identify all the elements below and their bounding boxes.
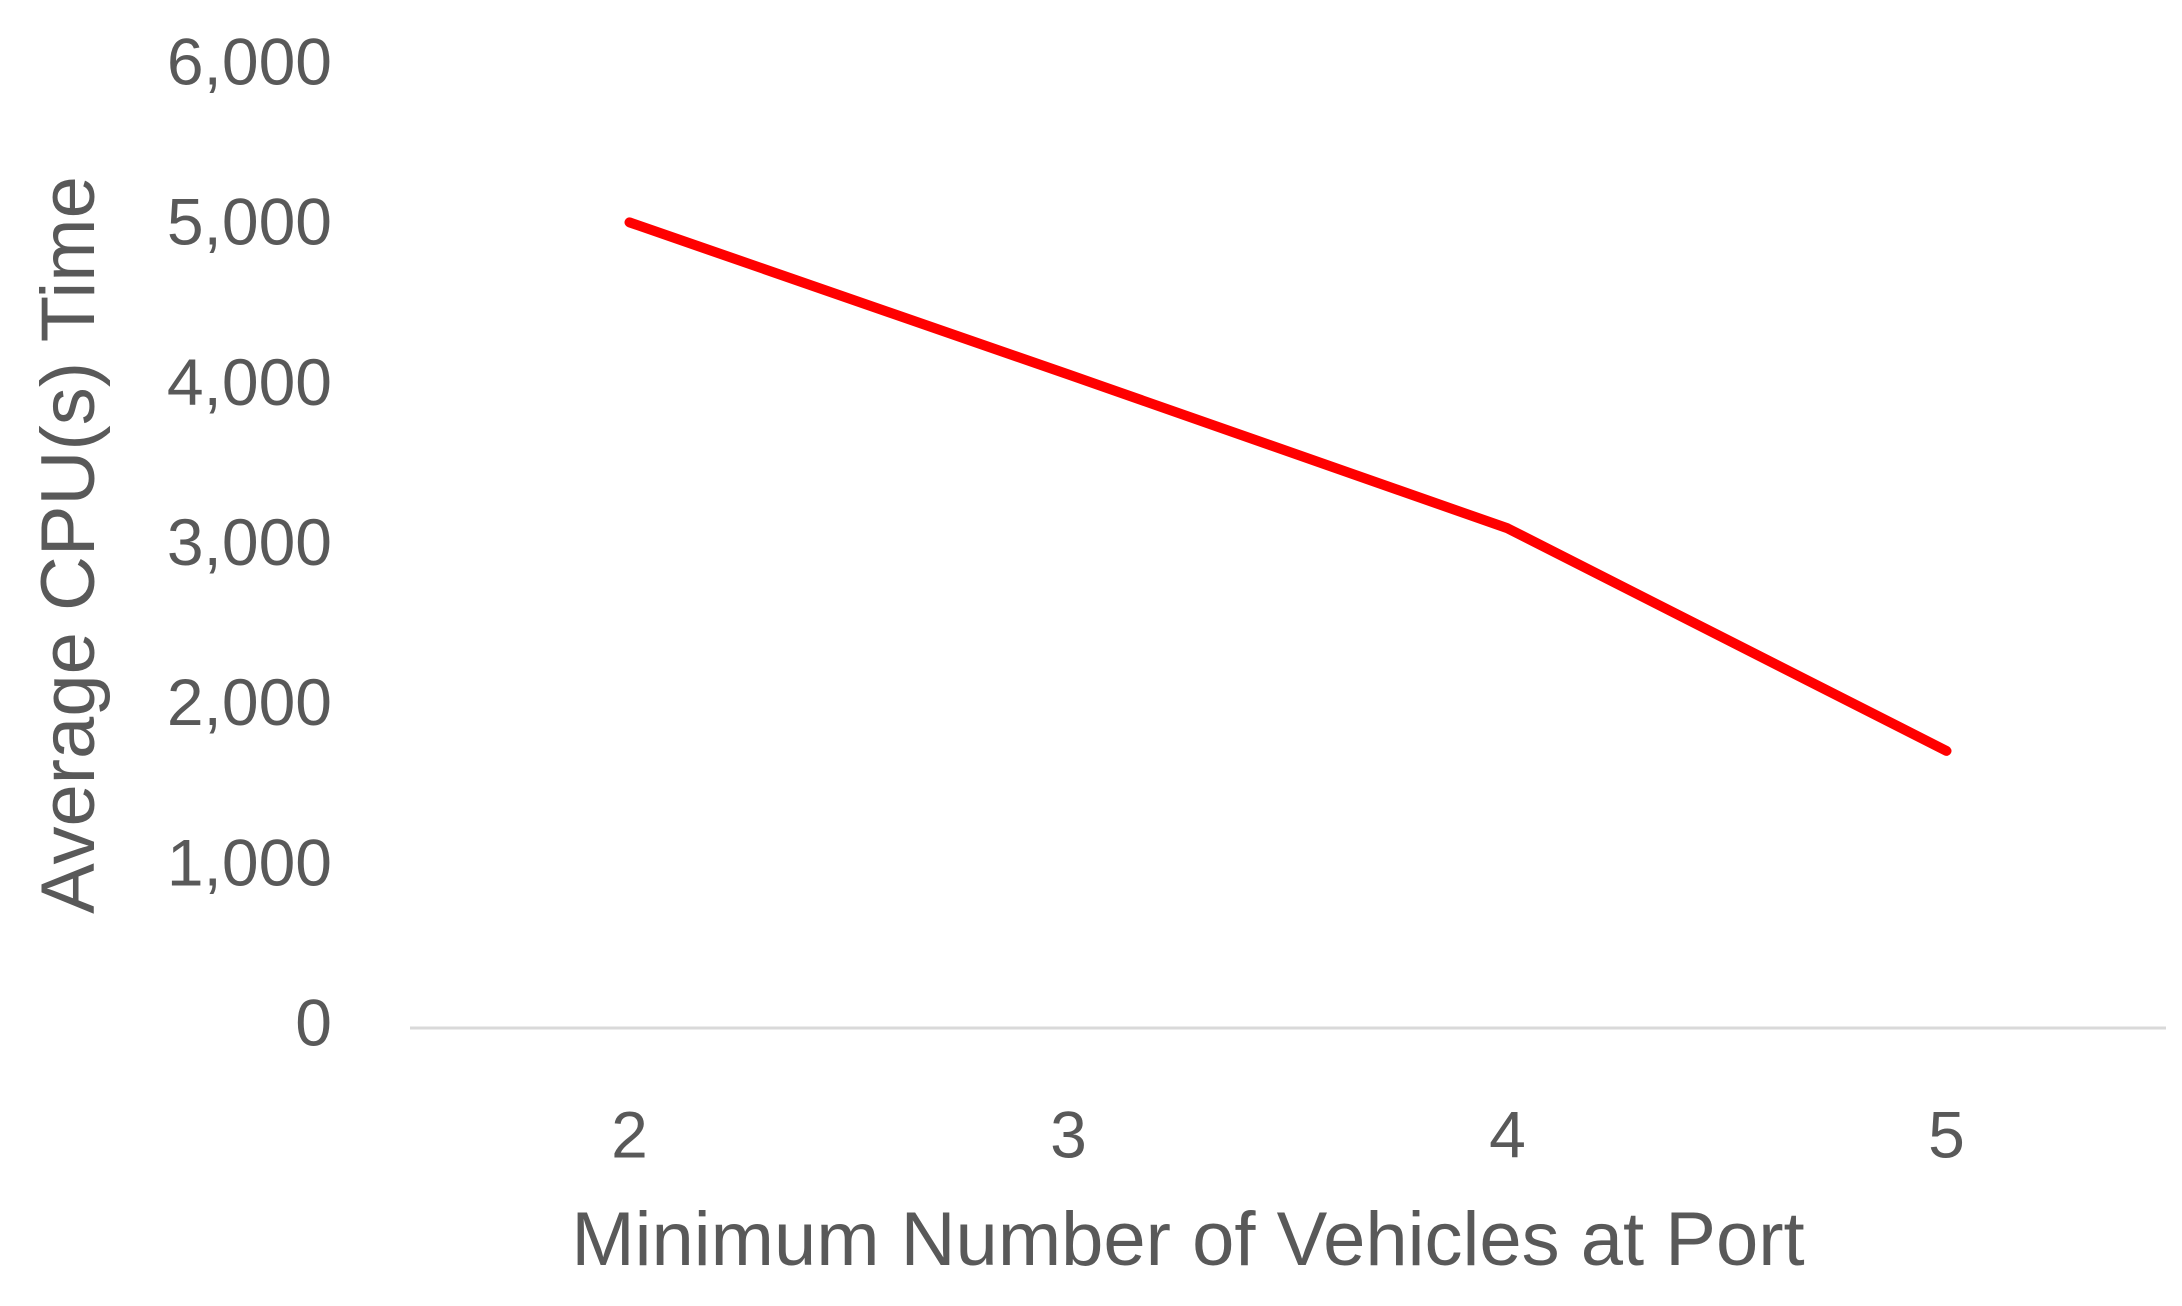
y-tick-label: 6,000 [167, 24, 332, 98]
y-tick-label: 2,000 [167, 665, 332, 739]
y-tick-label: 4,000 [167, 345, 332, 419]
y-tick-label: 1,000 [167, 825, 332, 899]
x-tick-label: 3 [1050, 1097, 1087, 1171]
data-line [624, 217, 1952, 756]
x-axis-title: Minimum Number of Vehicles at Port [571, 1197, 1804, 1282]
y-tick-label: 0 [295, 985, 332, 1059]
y-tick-label: 3,000 [167, 505, 332, 579]
y-tick-label: 5,000 [167, 185, 332, 259]
x-tick-label: 5 [1928, 1097, 1965, 1171]
x-tick-label: 4 [1489, 1097, 1526, 1171]
y-axis-title: Average CPU(s) Time [26, 176, 111, 914]
x-tick-label: 2 [611, 1097, 648, 1171]
